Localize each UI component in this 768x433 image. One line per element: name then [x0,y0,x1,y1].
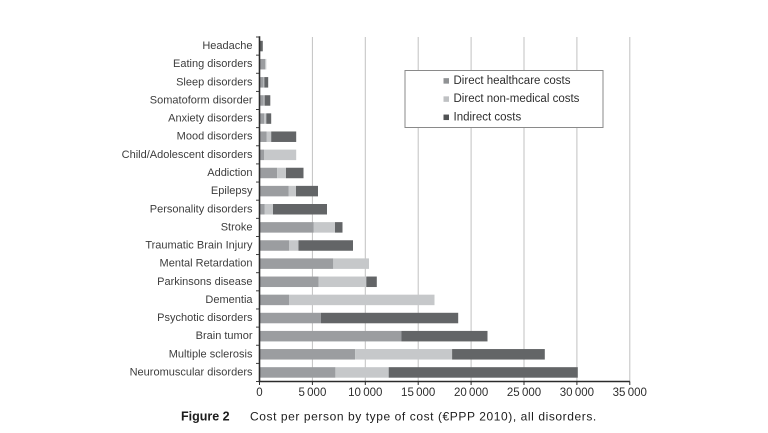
svg-text:Headache: Headache [202,40,252,52]
svg-text:Brain tumor: Brain tumor [196,330,253,342]
svg-text:Mental Retardation: Mental Retardation [160,258,253,270]
svg-text:30 000: 30 000 [560,387,594,399]
svg-text:Parkinsons disease: Parkinsons disease [157,276,252,288]
svg-text:Somatoform disorder: Somatoform disorder [150,94,253,106]
svg-text:Child/Adolescent disorders: Child/Adolescent disorders [122,149,253,161]
svg-text:20 000: 20 000 [454,387,488,399]
svg-text:5 000: 5 000 [298,387,326,399]
svg-text:35 000: 35 000 [613,387,647,399]
svg-text:Sleep disorders: Sleep disorders [176,76,253,88]
svg-text:Addiction: Addiction [207,167,252,179]
svg-text:Anxiety disorders: Anxiety disorders [168,113,253,125]
svg-text:Indirect costs: Indirect costs [454,111,522,123]
svg-text:Neuromuscular disorders: Neuromuscular disorders [130,366,253,378]
svg-text:Traumatic Brain Injury: Traumatic Brain Injury [145,240,253,252]
svg-text:Psychotic disorders: Psychotic disorders [157,312,253,324]
svg-text:Multiple sclerosis: Multiple sclerosis [169,348,253,360]
svg-text:15 000: 15 000 [401,387,435,399]
svg-text:Personality disorders: Personality disorders [150,203,253,215]
svg-text:Direct non-medical costs: Direct non-medical costs [454,93,580,105]
svg-text:Eating disorders: Eating disorders [173,58,253,70]
svg-text:Dementia: Dementia [205,294,253,306]
svg-text:Figure 2: Figure 2 [181,410,230,424]
svg-text:0: 0 [256,387,262,399]
svg-text:25 000: 25 000 [507,387,541,399]
svg-text:Stroke: Stroke [221,221,253,233]
svg-text:Mood disorders: Mood disorders [177,131,253,143]
svg-text:Epilepsy: Epilepsy [211,185,253,197]
svg-text:10 000: 10 000 [348,387,382,399]
svg-text:Cost per person by type of cos: Cost per person by type of cost (€PPP 20… [250,410,597,424]
svg-text:Direct healthcare costs: Direct healthcare costs [454,75,571,87]
